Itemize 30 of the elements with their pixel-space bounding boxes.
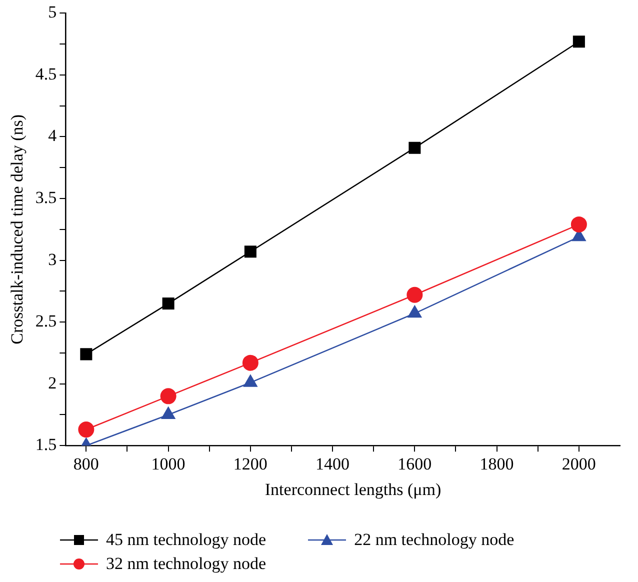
point — [160, 388, 176, 404]
y-tick-label: 1.5 — [35, 435, 57, 454]
legend-label: 45 nm technology node — [106, 530, 266, 550]
y-tick-label: 5 — [48, 2, 57, 22]
y-tick-label: 2.5 — [35, 312, 57, 331]
y-tick-label: 3.5 — [35, 188, 57, 207]
x-tick-label: 1400 — [316, 454, 350, 474]
point — [78, 422, 94, 438]
point — [406, 286, 423, 303]
y-tick-label: 3 — [48, 250, 57, 269]
legend-label: 32 nm technology node — [106, 554, 266, 574]
x-tick-label: 1200 — [233, 454, 268, 474]
x-axis-title: Interconnect lengths (μm) — [264, 480, 442, 500]
x-tick-label: 800 — [73, 454, 99, 474]
point — [570, 216, 587, 232]
point — [244, 246, 256, 258]
x-tick-label: 2000 — [562, 454, 596, 474]
y-tick-label: 4.5 — [35, 64, 57, 84]
x-tick-label: 1000 — [151, 454, 186, 474]
point — [80, 348, 92, 360]
x-tick-label: 1800 — [480, 454, 514, 474]
legend-label: 22 nm technology node — [354, 530, 514, 550]
y-tick-label: 2 — [48, 373, 57, 392]
point — [242, 354, 258, 371]
point — [162, 298, 174, 310]
point — [572, 36, 585, 48]
x-tick-label: 1600 — [398, 454, 432, 474]
y-tick-label: 4 — [48, 126, 58, 146]
point — [408, 142, 421, 154]
y-axis-title: Crosstalk-induced time delay (ns) — [8, 114, 27, 344]
